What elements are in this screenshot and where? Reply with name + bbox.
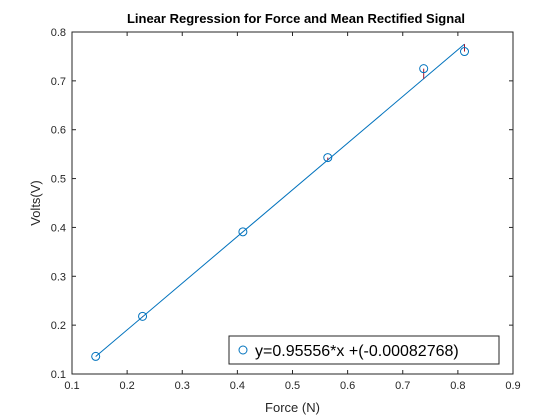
fit-line [95,43,465,357]
x-tick-label: 0.3 [175,380,190,392]
x-tick-label: 0.9 [505,380,520,392]
data-point [91,351,101,361]
legend: y=0.95556*x +(-0.00082768) [228,335,500,365]
fit-line-layer [95,43,465,357]
x-tick-label: 0.2 [119,380,134,392]
y-tick-label: 0.8 [51,27,66,39]
x-tick-label: 0.6 [340,380,355,392]
plot-frame [71,31,514,375]
plot-area [72,32,513,374]
y-tick-label: 0.5 [51,174,66,186]
x-tick-label: 0.5 [285,380,300,392]
legend-box [228,335,500,365]
y-tick-label: 0.2 [51,320,66,332]
x-tick-label: 0.7 [395,380,410,392]
y-tick-label: 0.3 [51,271,66,283]
data-point [238,227,248,237]
data-points-layer [91,47,469,361]
y-axis-label: Volts(V) [28,180,43,226]
x-axis-label: Force (N) [265,400,320,415]
y-axis-ticks: 0.1 0.2 0.3 0.4 0.5 0.6 0.7 0.8 [51,27,513,381]
y-tick-label: 0.1 [51,369,66,381]
data-point [459,47,469,57]
data-point [138,311,148,321]
data-point [419,64,429,74]
x-axis-ticks: 0.1 0.2 0.3 0.4 0.5 0.6 0.7 0.8 0.9 [64,32,521,392]
legend-label: y=0.95556*x +(-0.00082768) [255,343,459,360]
data-point [323,153,333,163]
chart-title: Linear Regression for Force and Mean Rec… [127,11,465,26]
legend-marker [238,345,248,355]
y-tick-label: 0.7 [51,76,66,88]
x-tick-label: 0.8 [450,380,465,392]
x-tick-label: 0.1 [64,380,79,392]
x-tick-label: 0.4 [230,380,245,392]
y-tick-label: 0.6 [51,125,66,137]
y-tick-label: 0.4 [51,222,66,234]
